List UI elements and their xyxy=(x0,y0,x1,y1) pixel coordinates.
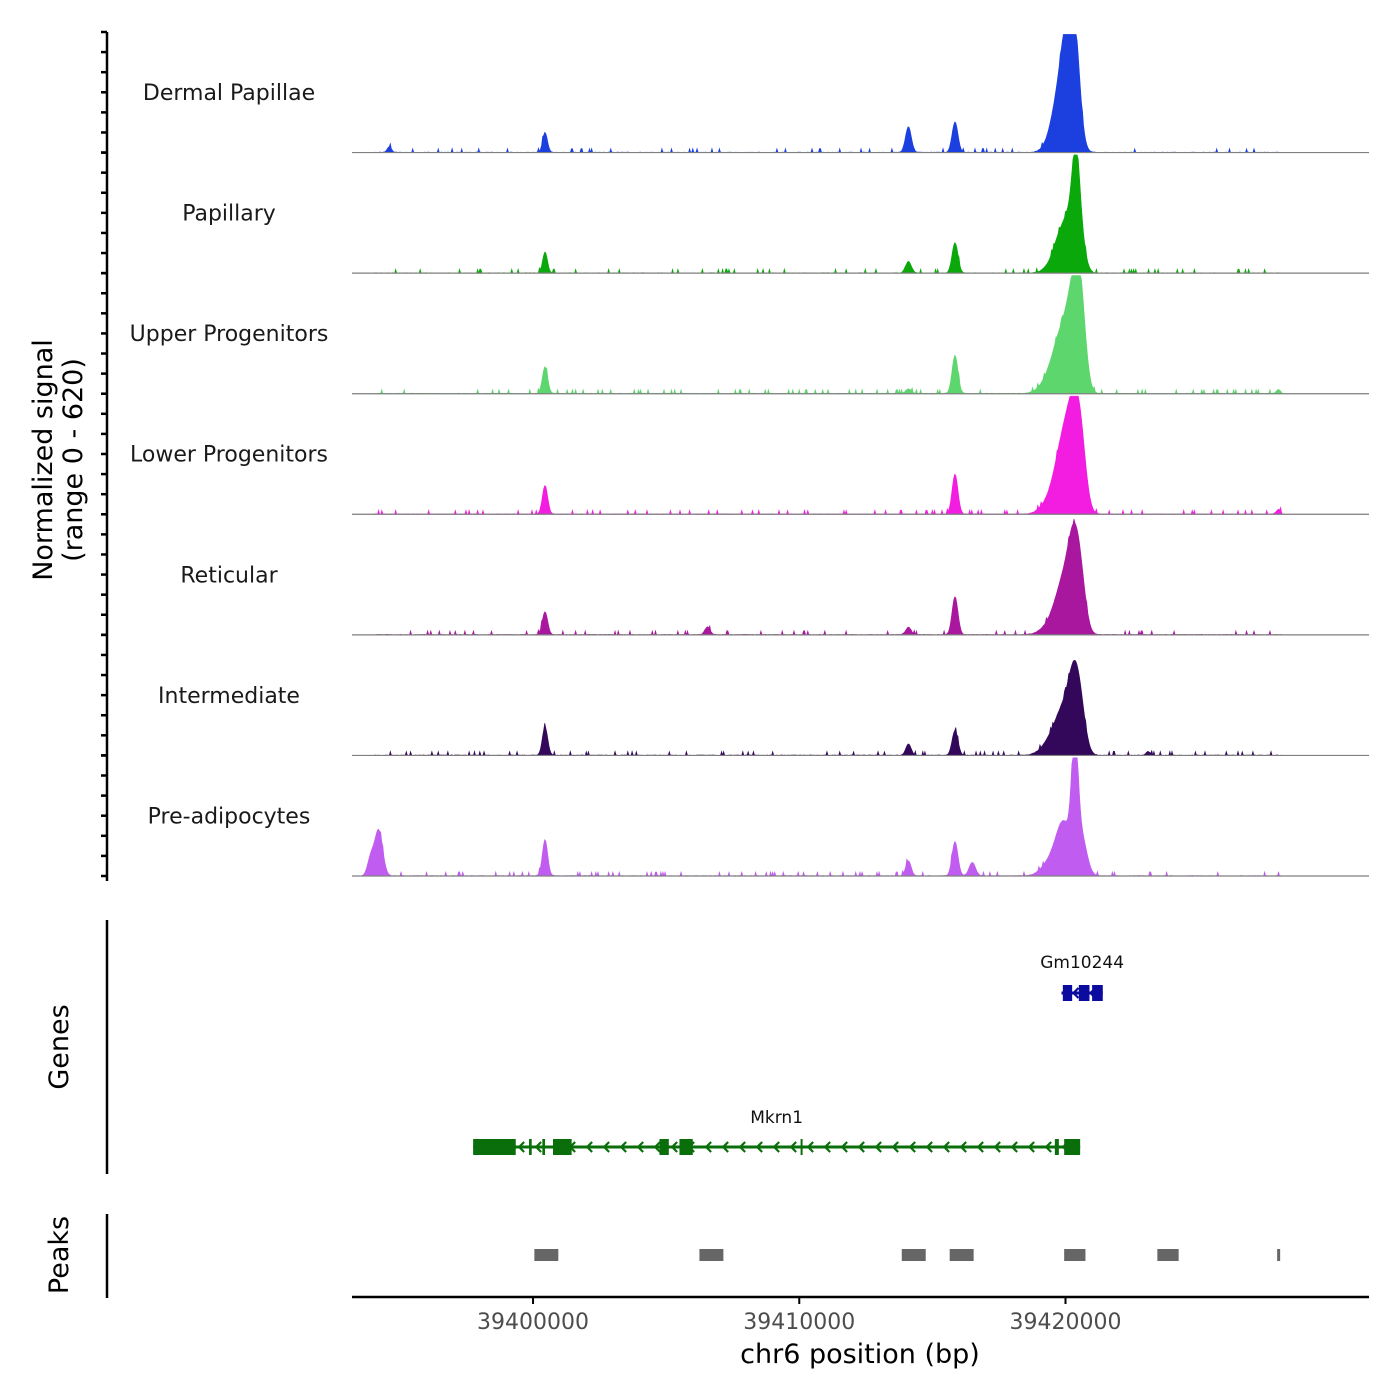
x-tick-label: 39400000 xyxy=(477,1310,589,1335)
strand-arrow xyxy=(959,1141,967,1153)
track-6: Pre-adipocytes xyxy=(148,757,1369,878)
track-2: Upper Progenitors xyxy=(130,275,1369,395)
strand-arrow xyxy=(993,1141,1001,1153)
strand-arrow xyxy=(517,1141,525,1153)
strand-arrow xyxy=(891,1141,899,1153)
gene-exon xyxy=(1062,985,1073,1001)
gene-label: Mkrn1 xyxy=(750,1108,803,1128)
peak-region xyxy=(1277,1249,1281,1261)
peak-region xyxy=(699,1249,724,1261)
strand-arrow xyxy=(1027,1141,1035,1153)
strand-arrow xyxy=(619,1141,627,1153)
coverage-area xyxy=(352,518,1369,636)
peak-regions xyxy=(534,1249,1281,1261)
x-axis: 39400000 39410000 39420000 xyxy=(352,1295,1369,1335)
track-3: Lower Progenitors xyxy=(130,395,1369,516)
gene-exon xyxy=(800,1139,803,1155)
gene-annotations: Gm10244 Mkrn1 xyxy=(473,953,1124,1155)
y-axis-title: Normalized signal xyxy=(28,339,59,581)
coverage-area xyxy=(352,660,1369,757)
gene-exon xyxy=(659,1139,669,1155)
genes-title-group: Genes xyxy=(44,1004,75,1089)
x-tick-label: 39410000 xyxy=(743,1310,855,1335)
strand-arrow xyxy=(670,1141,678,1153)
strand-arrow xyxy=(806,1141,814,1153)
strand-arrow xyxy=(1010,1141,1018,1153)
strand-arrow xyxy=(857,1141,865,1153)
strand-arrow xyxy=(772,1141,780,1153)
coverage-area xyxy=(352,34,1369,154)
gene-gm10244: Gm10244 xyxy=(1040,953,1124,1001)
track-5: Intermediate xyxy=(158,660,1369,757)
strand-arrow xyxy=(789,1141,797,1153)
strand-arrow xyxy=(976,1141,984,1153)
strand-arrow xyxy=(874,1141,882,1153)
gene-exon xyxy=(473,1139,516,1155)
x-tick-label: 39420000 xyxy=(1010,1310,1122,1335)
strand-arrow xyxy=(755,1141,763,1153)
peak-region xyxy=(901,1249,926,1261)
x-axis-title: chr6 position (bp) xyxy=(740,1339,980,1370)
track-1: Papillary xyxy=(182,154,1369,275)
strand-arrow xyxy=(704,1141,712,1153)
track-label: Upper Progenitors xyxy=(130,322,329,347)
strand-arrow xyxy=(602,1141,610,1153)
strand-arrow xyxy=(721,1141,729,1153)
gene-exon xyxy=(1054,1139,1059,1155)
gene-exon xyxy=(1092,985,1103,1001)
peaks-panel-title: Peaks xyxy=(44,1216,75,1294)
gene-label: Gm10244 xyxy=(1040,953,1124,973)
peaks-title-group: Peaks xyxy=(44,1216,75,1294)
strand-arrow xyxy=(1044,1141,1052,1153)
track-label: Papillary xyxy=(182,202,276,227)
peak-region xyxy=(1157,1249,1179,1261)
gene-mkrn1: Mkrn1 xyxy=(473,1108,1081,1155)
strand-arrow xyxy=(908,1141,916,1153)
strand-arrow xyxy=(585,1141,593,1153)
coverage-y-axis xyxy=(101,30,109,881)
track-label: Lower Progenitors xyxy=(130,443,328,468)
gene-exon xyxy=(553,1139,572,1155)
peak-region xyxy=(1064,1249,1086,1261)
y-axis-title-group: Normalized signal (range 0 - 620) xyxy=(28,339,89,581)
strand-arrow xyxy=(636,1141,644,1153)
track-0: Dermal Papillae xyxy=(143,34,1369,154)
track-label: Reticular xyxy=(180,563,278,588)
gene-exon xyxy=(1064,1139,1081,1155)
strand-arrow xyxy=(925,1141,933,1153)
peak-region xyxy=(949,1249,974,1261)
coverage-area xyxy=(352,275,1369,395)
coverage-area xyxy=(352,757,1369,878)
strand-arrow xyxy=(823,1141,831,1153)
gene-exon xyxy=(529,1139,532,1155)
y-axis-range: (range 0 - 620) xyxy=(58,358,89,562)
track-label: Pre-adipocytes xyxy=(148,804,311,829)
strand-arrow xyxy=(942,1141,950,1153)
gene-exon xyxy=(679,1139,693,1155)
strand-arrow xyxy=(840,1141,848,1153)
gene-exon xyxy=(1078,985,1090,1001)
gene-exon xyxy=(542,1139,546,1155)
coverage-tracks: Dermal Papillae Papillary Upper Progenitor… xyxy=(130,34,1369,878)
strand-arrow xyxy=(653,1141,661,1153)
coverage-area xyxy=(352,395,1369,516)
track-label: Dermal Papillae xyxy=(143,81,315,106)
strand-arrow xyxy=(1071,987,1080,999)
coverage-area xyxy=(352,154,1369,275)
track-label: Intermediate xyxy=(158,684,300,709)
track-4: Reticular xyxy=(180,518,1369,636)
strand-arrow xyxy=(738,1141,746,1153)
peak-region xyxy=(534,1249,559,1261)
strand-arrow xyxy=(534,1141,542,1153)
genes-panel-title: Genes xyxy=(44,1004,75,1089)
